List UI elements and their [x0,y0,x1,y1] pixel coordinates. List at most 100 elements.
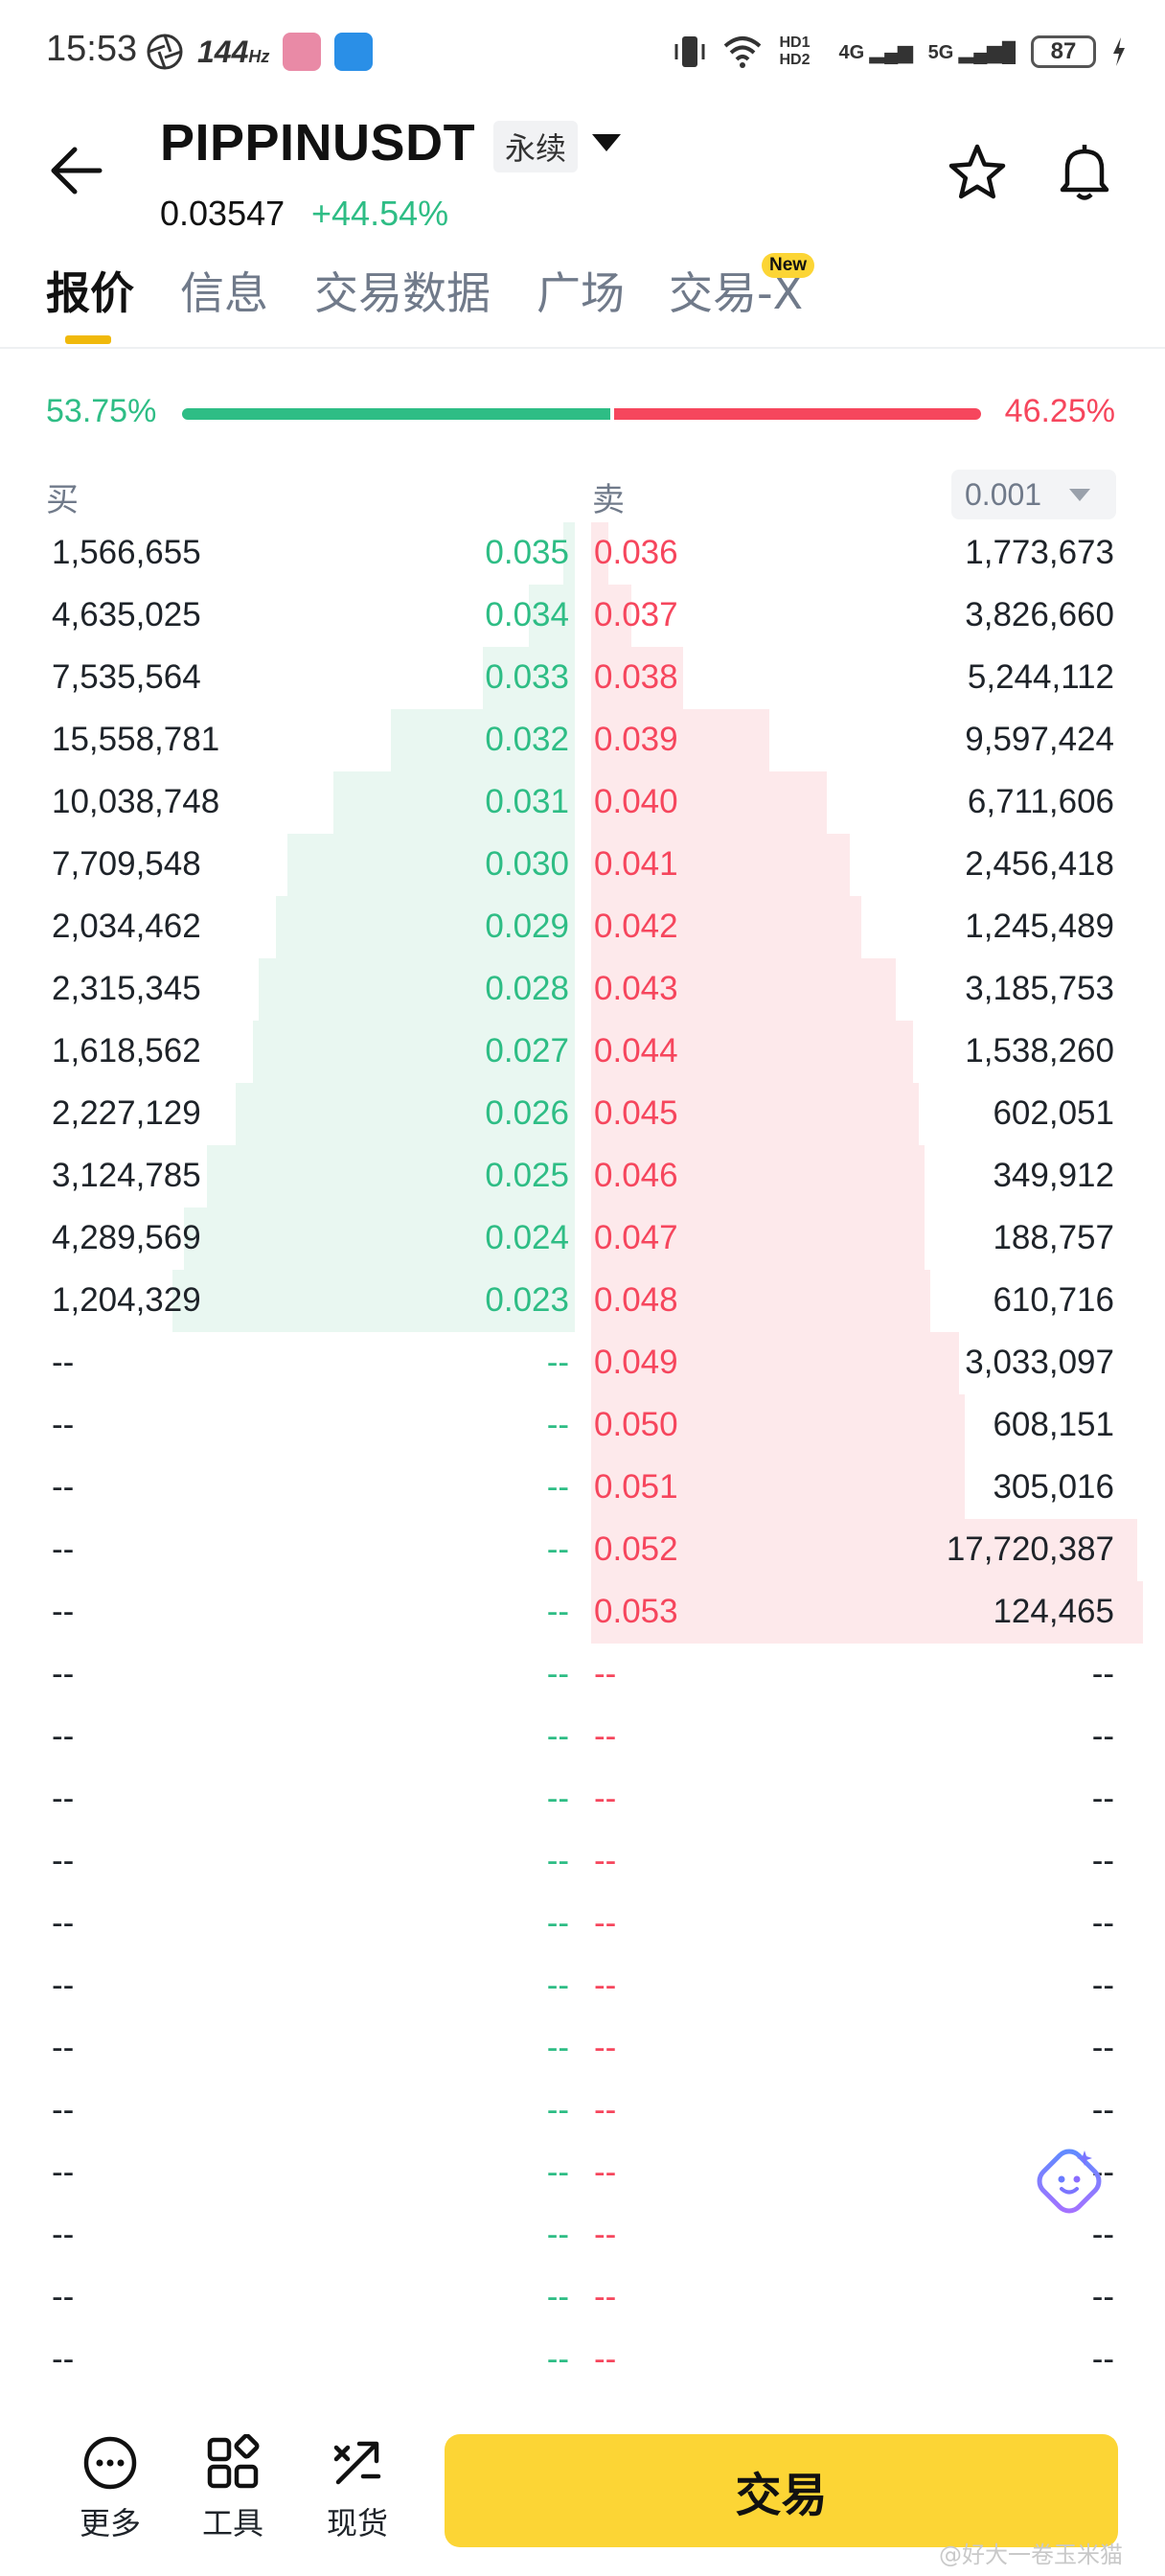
orderbook-row[interactable]: 15,558,781 0.032 0.039 9,597,424 [0,709,1165,771]
trade-button[interactable]: 交易 [445,2434,1118,2547]
orderbook-row[interactable]: -- -- -- -- [0,2017,1165,2080]
tab-trading-data[interactable]: 交易数据 [314,267,491,319]
sell-quantity: -- [1091,1904,1114,1942]
buy-depth-bar [529,585,575,647]
buy-quantity: 7,535,564 [52,658,201,696]
orderbook-row[interactable]: 2,227,129 0.026 0.045 602,051 [0,1083,1165,1145]
symbol-title[interactable]: PIPPINUSDT [160,114,476,172]
active-tab-indicator [65,335,111,344]
orderbook-row[interactable]: -- -- -- -- [0,1830,1165,1893]
orderbook-row[interactable]: 4,635,025 0.034 0.037 3,826,660 [0,585,1165,647]
orderbook-row[interactable]: -- -- -- -- [0,1768,1165,1830]
sell-price: -- [594,1904,617,1942]
sell-depth-bar [591,1332,959,1394]
symbol-dropdown-icon[interactable] [592,134,621,151]
orderbook-row[interactable]: -- -- 0.052 17,720,387 [0,1519,1165,1581]
orderbook-row[interactable]: -- -- 0.051 305,016 [0,1457,1165,1519]
buy-quantity: -- [52,1842,75,1879]
orderbook-row[interactable]: -- -- -- -- [0,2329,1165,2391]
orderbook-row[interactable]: 4,289,569 0.024 0.047 188,757 [0,1208,1165,1270]
bell-icon[interactable] [1054,140,1115,203]
chevron-down-icon[interactable] [1069,489,1090,501]
new-badge: New [762,253,815,278]
sell-price: 0.038 [594,658,678,696]
sell-depth-bar [591,1457,965,1519]
buy-ratio: 53.75% [46,393,157,429]
sell-depth-bar [591,1021,913,1083]
orderbook-row[interactable]: -- -- -- -- [0,2080,1165,2142]
sell-price: -- [594,1655,617,1692]
buy-price: 0.024 [485,1219,569,1256]
sell-price: 0.036 [594,534,678,571]
last-price: 0.03547 [160,194,286,233]
back-arrow-icon[interactable] [46,144,103,197]
buy-quantity: -- [52,1468,75,1506]
app-notification-icon-2 [334,33,374,71]
buy-price: -- [546,1780,569,1817]
sell-price: -- [594,1780,617,1817]
buy-price: 0.031 [485,783,569,820]
price-change: +44.54% [311,194,449,233]
orderbook-row[interactable]: -- -- -- -- [0,1644,1165,1706]
orderbook-row[interactable]: -- -- 0.049 3,033,097 [0,1332,1165,1394]
sell-column-header: 卖 [592,481,625,519]
sell-quantity: -- [1091,1717,1114,1755]
orderbook-row[interactable]: -- -- 0.053 124,465 [0,1581,1165,1644]
sell-price: -- [594,2091,617,2128]
sell-quantity: 9,597,424 [965,721,1114,758]
orderbook-row[interactable]: 2,315,345 0.028 0.043 3,185,753 [0,958,1165,1021]
buy-quantity: 10,038,748 [52,783,220,820]
orderbook-row[interactable]: 10,038,748 0.031 0.040 6,711,606 [0,771,1165,834]
ai-assistant-icon[interactable] [1031,2143,1108,2220]
spot-button[interactable]: 现货 [314,2434,400,2543]
buy-depth-bar [563,522,575,585]
buy-quantity: -- [52,1530,75,1568]
orderbook-row[interactable]: -- -- -- -- [0,1955,1165,2017]
orderbook-row[interactable]: 2,034,462 0.029 0.042 1,245,489 [0,896,1165,958]
buy-quantity: 2,227,129 [52,1094,201,1132]
buy-depth-bar [391,709,575,771]
tab-quote[interactable]: 报价 [46,267,134,319]
orderbook-row[interactable]: -- -- -- -- [0,1893,1165,1955]
buy-ratio-bar [182,408,610,420]
sell-price: 0.047 [594,1219,678,1256]
orderbook-row[interactable]: 7,709,548 0.030 0.041 2,456,418 [0,834,1165,896]
buy-price: -- [546,1655,569,1692]
more-button[interactable]: 更多 [67,2434,153,2543]
sell-quantity: -- [1091,2340,1114,2378]
status-bar: 15:53 144Hz HD1 HD2 4G ▂▄▆ 5G ▂▄▆█ 87 [0,0,1165,105]
buy-price: -- [546,2340,569,2378]
buy-price: 0.026 [485,1094,569,1132]
orderbook-row[interactable]: -- -- -- -- [0,2142,1165,2204]
buy-price: 0.035 [485,534,569,571]
orderbook-row[interactable]: 1,204,329 0.023 0.048 610,716 [0,1270,1165,1332]
buy-depth-bar [253,1021,575,1083]
sell-quantity: 1,245,489 [965,908,1114,945]
orderbook-row[interactable]: 3,124,785 0.025 0.046 349,912 [0,1145,1165,1208]
orderbook-row[interactable]: -- -- -- -- [0,2204,1165,2266]
sell-depth-bar [591,1394,965,1457]
orderbook-row[interactable]: 7,535,564 0.033 0.038 5,244,112 [0,647,1165,709]
sell-price: 0.045 [594,1094,678,1132]
sell-price: -- [594,2340,617,2378]
tab-info[interactable]: 信息 [180,267,268,319]
buy-price: 0.029 [485,908,569,945]
sell-price: 0.043 [594,970,678,1007]
sell-price: 0.048 [594,1281,678,1319]
precision-select[interactable]: 0.001 [951,470,1116,519]
orderbook-row[interactable]: 1,618,562 0.027 0.044 1,538,260 [0,1021,1165,1083]
orderbook-row[interactable]: -- -- -- -- [0,2266,1165,2329]
spot-icon [333,2441,381,2485]
sell-price: 0.050 [594,1406,678,1443]
buy-quantity: -- [52,2340,75,2378]
favorite-star-icon[interactable] [947,142,1008,203]
contract-type-tag[interactable]: 永续 [493,121,579,172]
sell-quantity: 349,912 [993,1157,1114,1194]
status-time: 15:53 [46,29,138,69]
tab-square[interactable]: 广场 [537,267,625,319]
orderbook-row[interactable]: 1,566,655 0.035 0.036 1,773,673 [0,522,1165,585]
orderbook-row[interactable]: -- -- 0.050 608,151 [0,1394,1165,1457]
tools-button[interactable]: 工具 [190,2434,276,2543]
orderbook-row[interactable]: -- -- -- -- [0,1706,1165,1768]
sell-quantity: 5,244,112 [967,658,1114,696]
